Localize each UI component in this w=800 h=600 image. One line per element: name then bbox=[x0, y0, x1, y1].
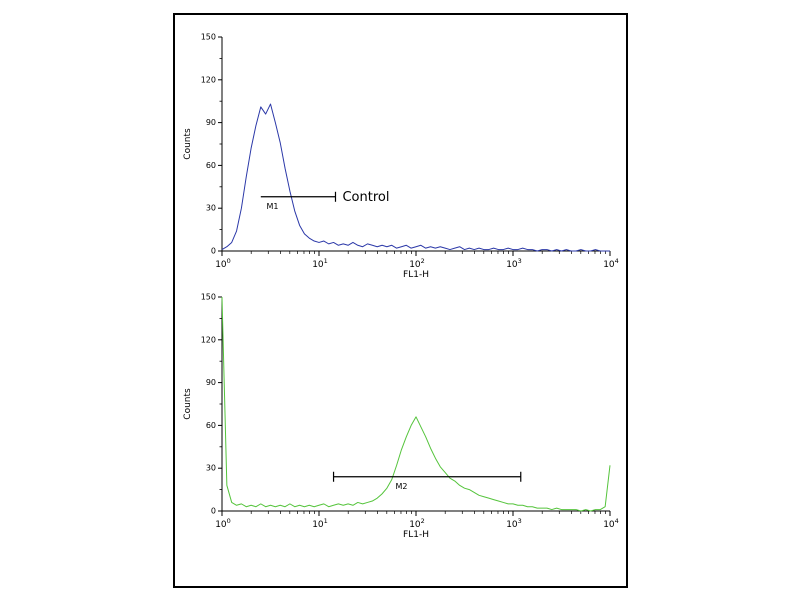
x-tick-label: 102 bbox=[409, 257, 425, 270]
y-tick-label: 0 bbox=[211, 246, 216, 255]
histogram-curve bbox=[221, 296, 611, 511]
y-tick-label: 60 bbox=[206, 420, 216, 429]
x-tick-label: 100 bbox=[215, 517, 231, 530]
y-tick-label: 90 bbox=[206, 118, 216, 127]
y-axis-label: Counts bbox=[183, 127, 193, 159]
y-tick-label: 150 bbox=[201, 292, 216, 301]
x-tick-label: 101 bbox=[312, 257, 328, 270]
gate-annotation: Control bbox=[342, 189, 389, 204]
x-tick-label: 103 bbox=[506, 257, 522, 270]
x-tick-label: 104 bbox=[603, 257, 619, 270]
x-tick-label: 104 bbox=[603, 517, 619, 530]
x-axis-label: FL1-H bbox=[403, 270, 429, 279]
figure-box: 0 30 60 90 120 150 100 101 102 103 104 FL1-H Counts M… bbox=[172, 12, 628, 588]
top-histogram: 0 30 60 90 120 150 100 101 102 103 104 FL1-H Counts M… bbox=[183, 32, 619, 280]
y-tick-label: 150 bbox=[201, 32, 216, 41]
x-tick-label: 101 bbox=[312, 517, 328, 530]
y-tick-label: 30 bbox=[206, 463, 216, 472]
bottom-histogram: 0 30 60 90 120 150 100 101 102 103 104 FL1-H Counts M… bbox=[183, 292, 619, 540]
bottom-histogram-panel: 0 30 60 90 120 150 100 101 102 103 104 FL1-H Counts M… bbox=[180, 289, 620, 540]
y-tick-label: 60 bbox=[206, 160, 216, 169]
top-histogram-panel: 0 30 60 90 120 150 100 101 102 103 104 FL1-H Counts M… bbox=[180, 29, 620, 280]
x-tick-label: 102 bbox=[409, 517, 425, 530]
histogram-curve bbox=[221, 103, 610, 251]
y-axis-label: Counts bbox=[183, 387, 193, 419]
y-tick-label: 30 bbox=[206, 203, 216, 212]
y-tick-label: 90 bbox=[206, 378, 216, 387]
gate-label: M1 bbox=[266, 201, 278, 210]
y-tick-label: 0 bbox=[211, 506, 216, 515]
x-tick-label: 103 bbox=[506, 517, 522, 530]
x-tick-label: 100 bbox=[215, 257, 231, 270]
y-tick-label: 120 bbox=[201, 335, 216, 344]
x-axis-label: FL1-H bbox=[403, 530, 429, 539]
y-tick-label: 120 bbox=[201, 75, 216, 84]
gate-label: M2 bbox=[395, 481, 407, 490]
